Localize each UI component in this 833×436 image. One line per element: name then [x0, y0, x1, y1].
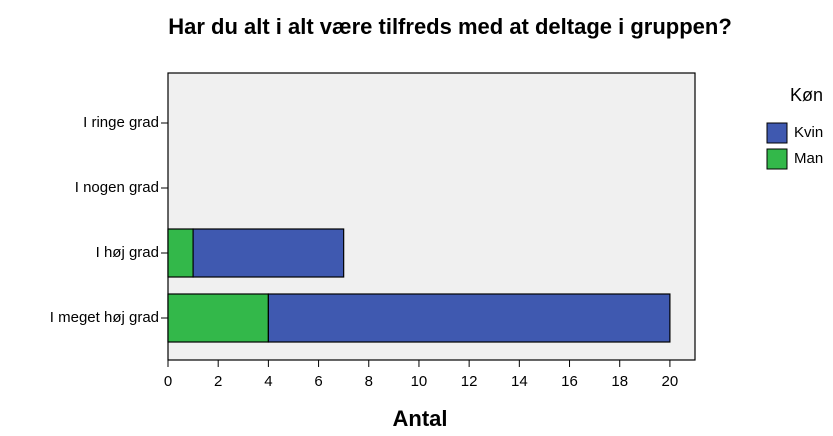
x-tick-label: 20: [662, 373, 679, 390]
x-tick-label: 14: [511, 373, 528, 390]
x-tick-label: 2: [214, 373, 222, 390]
x-axis-label: Antal: [393, 406, 448, 431]
x-tick-label: 10: [411, 373, 428, 390]
x-tick-label: 12: [461, 373, 478, 390]
x-tick-label: 4: [264, 373, 272, 390]
bar-segment: [167, 228, 194, 278]
legend-swatch: [766, 148, 788, 170]
bar-segment: [267, 293, 671, 343]
legend-title: Køn: [790, 85, 823, 105]
y-tick-label: I ringe grad: [83, 114, 159, 131]
legend-label: Kvin: [794, 124, 823, 141]
y-tick-label: I meget høj grad: [50, 309, 159, 326]
chart-title: Har du alt i alt være tilfreds med at de…: [168, 14, 732, 39]
x-tick-label: 18: [611, 373, 628, 390]
x-tick-label: 8: [365, 373, 373, 390]
x-tick-label: 6: [314, 373, 322, 390]
y-tick-label: I høj grad: [96, 244, 159, 261]
bar-segment: [192, 228, 345, 278]
y-tick-label: I nogen grad: [75, 179, 159, 196]
x-tick-label: 16: [561, 373, 578, 390]
legend-swatch: [766, 122, 788, 144]
x-tick-label: 0: [164, 373, 172, 390]
bar-segment: [167, 293, 269, 343]
legend-label: Man: [794, 150, 823, 167]
